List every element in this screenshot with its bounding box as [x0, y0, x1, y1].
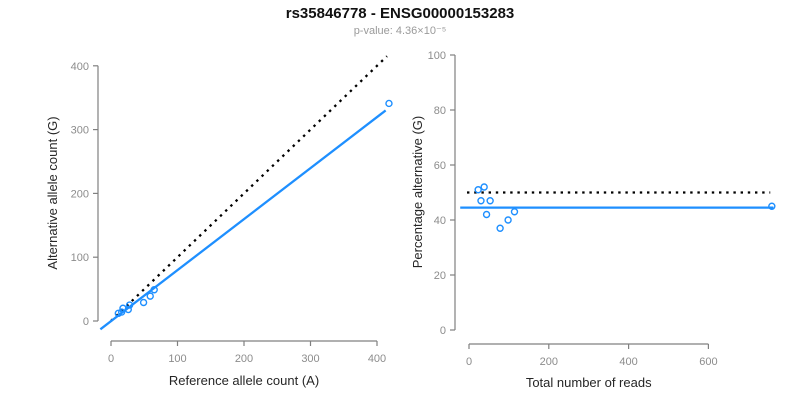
x-tick-label: 200	[540, 356, 558, 368]
data-point	[482, 210, 491, 219]
data-point	[474, 186, 482, 194]
data-point	[124, 305, 132, 314]
data-point	[486, 197, 494, 205]
y-tick-label: 200	[71, 188, 89, 200]
x-tick-label: 400	[619, 356, 637, 368]
data-point	[139, 298, 148, 307]
data-point	[477, 197, 485, 205]
data-point	[385, 99, 393, 108]
x-tick-label: 300	[301, 353, 319, 365]
x-tick-label: 600	[699, 356, 717, 368]
y-axis-title: Percentage alternative (G)	[410, 116, 425, 268]
y-tick-label: 60	[434, 160, 446, 172]
data-point	[504, 216, 512, 224]
x-tick-label: 0	[466, 356, 472, 368]
regression-line	[99, 109, 387, 331]
figure-title: rs35846778 - ENSG00000153283	[285, 5, 515, 22]
x-tick-label: 200	[235, 353, 253, 365]
x-axis-title: Reference allele count (A)	[169, 373, 319, 388]
y-tick-label: 100	[428, 50, 446, 62]
y-axis-title: Alternative allele count (G)	[45, 116, 60, 269]
data-point	[480, 183, 488, 191]
y-tick-label: 100	[71, 252, 89, 264]
data-point	[768, 202, 776, 210]
data-point	[125, 301, 134, 309]
data-point	[114, 309, 123, 318]
x-axis-title: Total number of reads	[526, 375, 652, 390]
y-tick-label: 20	[434, 270, 446, 282]
data-point	[510, 208, 519, 216]
data-point	[150, 286, 158, 294]
percentage-scatter-plot: 0 20 40 60 80 100 0 200 400 600 Total number of re…	[410, 50, 776, 390]
x-tick-label: 100	[168, 353, 186, 365]
x-tick-label: 0	[108, 353, 114, 365]
y-tick-label: 40	[434, 215, 446, 227]
y-tick-label: 0	[83, 316, 89, 328]
y-tick-label: 0	[440, 325, 446, 337]
x-tick-label: 400	[368, 353, 386, 365]
y-tick-label: 400	[71, 61, 89, 73]
data-point	[146, 292, 154, 300]
y-tick-label: 300	[71, 125, 89, 137]
figure-subtitle: p-value: 4.36×10⁻⁵	[353, 25, 447, 37]
y-tick-label: 80	[434, 105, 446, 117]
data-point	[496, 224, 504, 232]
allele-count-scatter-plot: 0 100 200 300 400 0 100 200 300 400 Reference alle…	[45, 55, 393, 388]
data-point	[117, 308, 126, 316]
identity-line	[110, 55, 388, 322]
